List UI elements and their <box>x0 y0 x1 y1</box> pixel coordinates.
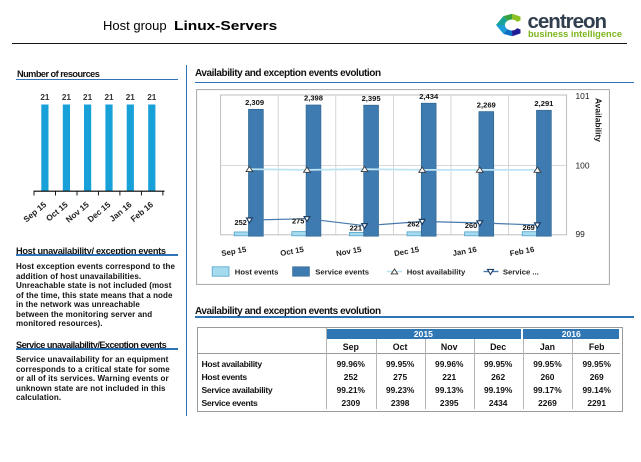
svg-text:Jan 16: Jan 16 <box>107 199 134 224</box>
svg-text:Service ...: Service ... <box>503 268 539 277</box>
svg-text:99: 99 <box>576 229 586 239</box>
svg-text:260: 260 <box>465 221 477 230</box>
svg-text:252: 252 <box>234 218 246 227</box>
svg-text:Sep 15: Sep 15 <box>221 245 248 258</box>
svg-text:21: 21 <box>62 93 72 102</box>
svg-text:2,395: 2,395 <box>362 94 382 103</box>
svg-text:Availability: Availability <box>594 98 604 142</box>
svg-text:Dec 15: Dec 15 <box>85 199 112 224</box>
svg-text:2,309: 2,309 <box>245 98 264 107</box>
svg-text:2,398: 2,398 <box>304 94 323 103</box>
svg-text:Host availability: Host availability <box>407 268 466 277</box>
svg-text:21: 21 <box>147 93 157 102</box>
svg-text:21: 21 <box>83 93 93 102</box>
svg-text:Feb 16: Feb 16 <box>509 245 536 258</box>
svg-text:21: 21 <box>126 93 136 102</box>
svg-text:275: 275 <box>292 217 304 226</box>
svg-text:101: 101 <box>576 91 590 101</box>
svg-text:262: 262 <box>407 220 419 229</box>
svg-text:2,291: 2,291 <box>534 99 554 108</box>
svg-text:Dec 15: Dec 15 <box>393 245 420 258</box>
svg-text:Nov 15: Nov 15 <box>335 245 362 258</box>
svg-text:Oct 15: Oct 15 <box>280 245 306 258</box>
svg-text:Host events: Host events <box>235 268 279 277</box>
svg-text:269: 269 <box>522 223 534 232</box>
svg-text:100: 100 <box>576 161 590 171</box>
svg-text:Sep 15: Sep 15 <box>21 199 48 224</box>
svg-text:21: 21 <box>40 93 50 102</box>
svg-text:2,269: 2,269 <box>477 100 496 109</box>
svg-text:Nov 15: Nov 15 <box>64 199 92 224</box>
svg-text:Service events: Service events <box>315 268 369 277</box>
svg-text:2,434: 2,434 <box>419 92 439 101</box>
svg-text:21: 21 <box>104 93 114 102</box>
svg-text:Feb 16: Feb 16 <box>129 199 156 224</box>
svg-text:Jan 16: Jan 16 <box>452 245 478 258</box>
svg-text:221: 221 <box>350 224 362 233</box>
